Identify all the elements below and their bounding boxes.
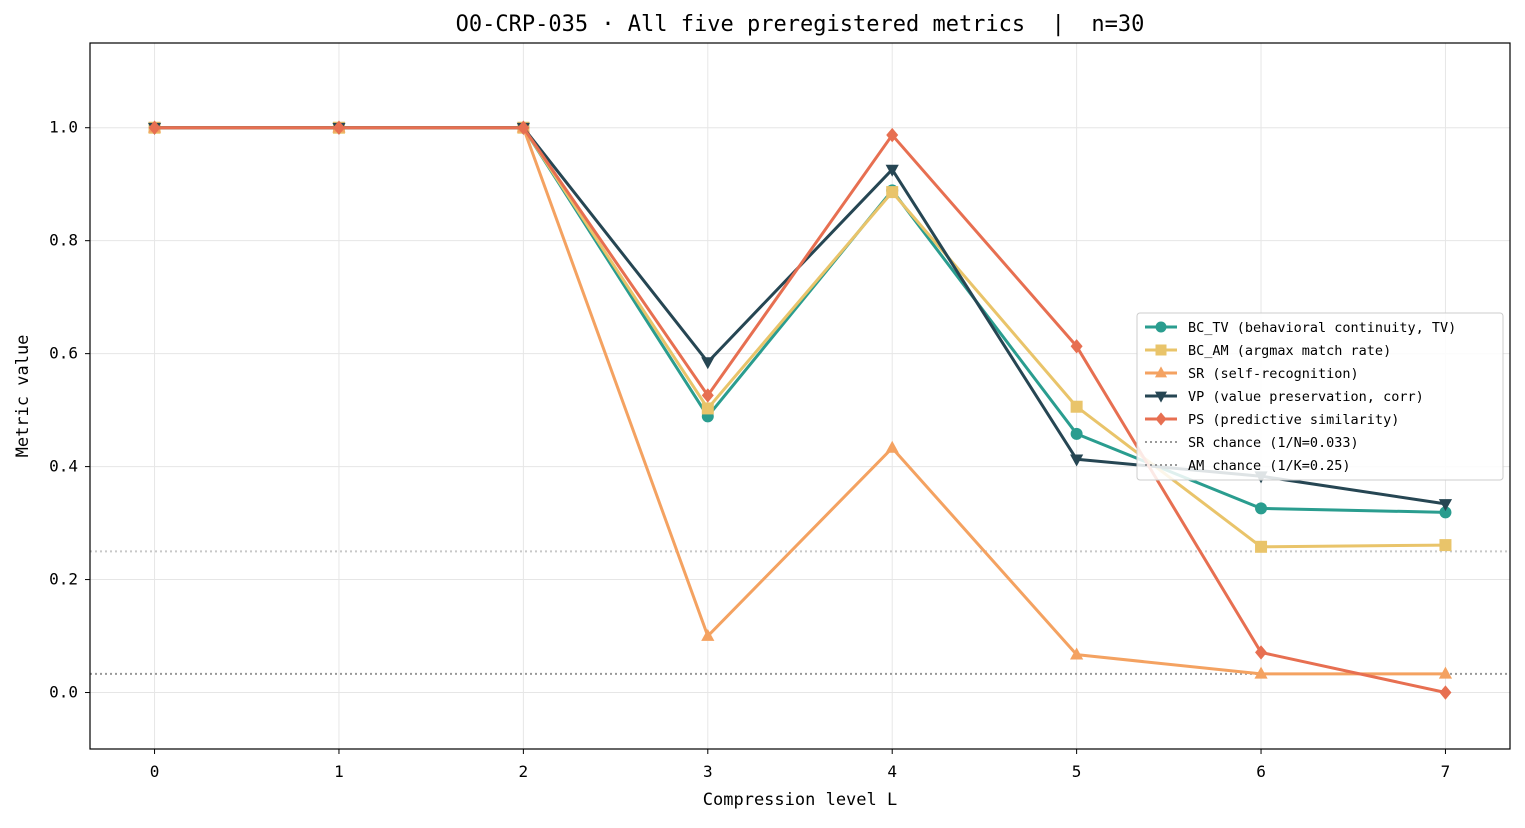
legend-label-bc-am: BC_AM (argmax match rate) <box>1188 343 1391 359</box>
y-tick-label: 1.0 <box>49 118 78 137</box>
data-point-ps <box>701 388 714 403</box>
legend-marker-bc-am <box>1155 344 1167 356</box>
plot-frame <box>89 42 1511 750</box>
data-point-vp <box>701 357 715 370</box>
data-point-vp <box>1070 454 1084 467</box>
data-point-ps <box>1070 339 1083 354</box>
data-point-sr <box>701 628 715 641</box>
x-tick-label: 5 <box>1072 762 1082 781</box>
data-point-bc-am <box>886 186 899 199</box>
data-point-bc-am <box>1439 539 1452 552</box>
legend-marker-sr <box>1154 366 1168 378</box>
legend-box <box>1136 312 1504 481</box>
legend-marker-ps <box>1155 412 1167 426</box>
y-tick-label: 0.2 <box>49 570 78 589</box>
data-point-bc-am <box>701 402 714 415</box>
legend-label-vp: VP (value preservation, corr) <box>1188 389 1424 405</box>
legend: BC_TV (behavioral continuity, TV) BC_AM (… <box>1136 312 1504 481</box>
legend-marker-bc-tv <box>1155 321 1167 333</box>
y-tick-label: 0.8 <box>49 231 78 250</box>
data-point-sr <box>885 440 899 453</box>
data-point-bc-am <box>1255 540 1268 553</box>
data-point-sr <box>1438 666 1453 679</box>
data-point-vp <box>885 164 899 177</box>
x-tick-label: 6 <box>1256 762 1266 781</box>
data-point-vp <box>1438 499 1453 512</box>
legend-marker-vp <box>1154 391 1168 403</box>
data-point-bc-tv <box>1255 502 1268 515</box>
data-point-bc-am <box>1070 400 1083 413</box>
axis-ticks: 0 1 2 3 4 5 6 7 0.0 0.2 0.4 0.6 0.8 1.0 <box>49 118 1450 781</box>
chart-title: O0-CRP-035 · All five preregistered metr… <box>456 12 1145 37</box>
data-point-ps <box>148 120 161 135</box>
data-point-ps <box>1255 645 1268 660</box>
data-point-ps <box>886 127 899 143</box>
grid <box>90 43 1510 749</box>
legend-label-bc-tv: BC_TV (behavioral continuity, TV) <box>1188 320 1456 336</box>
data-point-sr <box>1254 666 1268 679</box>
legend-label-ps: PS (predictive similarity) <box>1188 412 1399 428</box>
series-line-ps <box>154 126 1446 694</box>
x-axis-label: Compression level L <box>703 790 897 810</box>
y-tick-label: 0.4 <box>49 457 78 476</box>
data-point-bc-tv <box>1070 427 1083 440</box>
legend-label-am-chance-1-k-0-25: AM chance (1/K=0.25) <box>1188 458 1351 474</box>
data-point-ps <box>1439 685 1452 700</box>
series-ps <box>148 120 1452 700</box>
legend-label-sr-chance-1-n-0-033: SR chance (1/N=0.033) <box>1188 435 1359 451</box>
data-point-ps <box>517 120 530 135</box>
reference-lines <box>90 550 1510 675</box>
x-tick-label: 4 <box>887 762 897 781</box>
y-tick-label: 0.0 <box>49 683 78 702</box>
data-point-bc-tv <box>1439 506 1452 519</box>
data-point-ps <box>332 120 345 135</box>
y-axis-label: Metric value <box>13 335 33 458</box>
x-tick-label: 7 <box>1441 762 1451 781</box>
x-tick-label: 0 <box>150 762 160 781</box>
x-tick-label: 1 <box>334 762 344 781</box>
data-point-sr <box>1070 647 1084 660</box>
legend-label-sr: SR (self-recognition) <box>1188 366 1359 382</box>
x-tick-label: 3 <box>703 762 713 781</box>
x-tick-label: 2 <box>519 762 529 781</box>
y-tick-label: 0.6 <box>49 344 78 363</box>
